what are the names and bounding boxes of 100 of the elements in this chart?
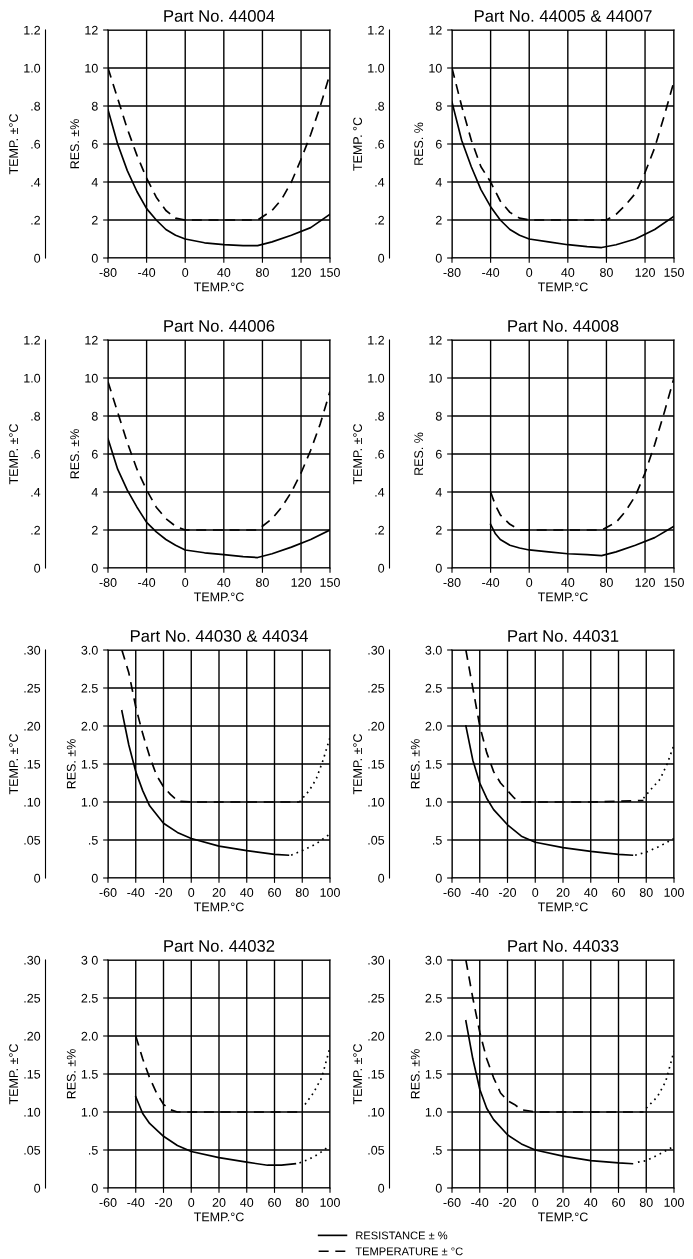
y-tick-label: 4 bbox=[91, 177, 98, 187]
y-tick-label: 0 bbox=[91, 253, 98, 263]
y-tick-label: 0 bbox=[435, 873, 442, 883]
x-tick-label: -40 bbox=[471, 1198, 489, 1207]
y-tick-label: 12 bbox=[85, 25, 98, 35]
y2-axis-title: TEMP. ±°C bbox=[353, 734, 363, 795]
x-tick-label: 40 bbox=[217, 578, 231, 587]
y-tick-label: 4 bbox=[91, 487, 98, 497]
x-tick-label: 120 bbox=[635, 578, 655, 587]
y-tick-label: 0 bbox=[435, 563, 442, 573]
x-tick-label: 60 bbox=[268, 888, 281, 897]
y2-tick-label: .30 bbox=[368, 645, 385, 655]
y-tick-label: 8 bbox=[435, 411, 442, 421]
x-tick-label: 0 bbox=[532, 1198, 539, 1207]
y2-tick-label: .25 bbox=[24, 683, 41, 693]
y-tick-label: 2 bbox=[91, 215, 98, 225]
y2-tick-label: .6 bbox=[31, 139, 41, 149]
y2-tick-label: 1.2 bbox=[24, 335, 41, 345]
y-tick-label: 3.0 bbox=[425, 645, 442, 655]
y-tick-label: 0 bbox=[435, 1183, 442, 1193]
y-tick-label: .5 bbox=[88, 835, 98, 845]
y-axis-title: RES. ±% bbox=[66, 1049, 76, 1099]
x-tick-label: -20 bbox=[155, 1198, 173, 1207]
y2-tick-label: .6 bbox=[375, 139, 385, 149]
y-tick-label: 2.5 bbox=[425, 993, 442, 1003]
y2-tick-label: 1.0 bbox=[368, 373, 385, 383]
y-tick-label: 6 bbox=[435, 449, 442, 459]
y-tick-label: 12 bbox=[429, 25, 442, 35]
y-tick-label: 6 bbox=[435, 139, 442, 149]
x-tick-label: 150 bbox=[320, 578, 340, 587]
y-axis-title: RES. ±% bbox=[70, 429, 80, 479]
y-tick-label: 10 bbox=[429, 63, 442, 73]
y2-tick-label: .25 bbox=[368, 993, 385, 1003]
legend-label: TEMPERATURE ± °C bbox=[355, 1247, 463, 1256]
y2-tick-label: 0 bbox=[34, 873, 41, 883]
x-tick-label: -40 bbox=[482, 578, 500, 587]
x-tick-label: 120 bbox=[635, 268, 655, 277]
y-tick-label: 8 bbox=[91, 411, 98, 421]
x-tick-label: -60 bbox=[99, 888, 117, 897]
x-tick-label: 80 bbox=[639, 888, 653, 897]
y2-tick-label: .8 bbox=[31, 411, 41, 421]
y2-tick-label: .15 bbox=[368, 1069, 385, 1079]
y-tick-label: 6 bbox=[91, 449, 98, 459]
y-tick-label: 12 bbox=[85, 335, 98, 345]
y2-tick-label: .30 bbox=[24, 645, 41, 655]
x-tick-label: 120 bbox=[291, 268, 311, 277]
y-tick-label: 2 bbox=[435, 525, 442, 535]
x-tick-label: 40 bbox=[240, 888, 254, 897]
y-tick-label: .5 bbox=[432, 835, 442, 845]
y-axis-title: RES. % bbox=[414, 432, 424, 475]
y2-tick-label: .6 bbox=[375, 449, 385, 459]
x-axis-title: TEMP.°C bbox=[537, 1212, 588, 1222]
x-tick-label: 100 bbox=[664, 1198, 684, 1207]
y2-tick-label: .4 bbox=[375, 487, 385, 497]
y-tick-label: 1.0 bbox=[81, 1107, 98, 1117]
x-tick-label: 80 bbox=[600, 268, 613, 277]
y-tick-label: 0 bbox=[91, 563, 98, 573]
y2-tick-label: .25 bbox=[368, 683, 385, 693]
y-tick-label: 1.5 bbox=[425, 1069, 442, 1079]
y-tick-label: 2.0 bbox=[81, 721, 98, 731]
x-tick-label: -80 bbox=[99, 268, 117, 277]
x-tick-label: 0 bbox=[188, 888, 195, 897]
y2-tick-label: .10 bbox=[24, 797, 41, 807]
y2-axis-title: TEMP. ±°C bbox=[9, 114, 19, 175]
y-tick-label: .5 bbox=[432, 1145, 442, 1155]
y2-tick-label: 0 bbox=[378, 563, 385, 573]
chart-title: Part No. 44006 bbox=[164, 320, 275, 332]
y2-tick-label: .05 bbox=[368, 1145, 385, 1155]
y2-tick-label: .10 bbox=[368, 797, 385, 807]
y2-tick-label: .05 bbox=[368, 835, 385, 845]
chart-title: Part No. 44032 bbox=[164, 940, 275, 952]
x-tick-label: -60 bbox=[443, 888, 461, 897]
x-tick-label: 0 bbox=[532, 888, 539, 897]
x-axis-title: TEMP.°C bbox=[537, 902, 588, 912]
y-tick-label: 1.0 bbox=[81, 797, 98, 807]
y-tick-label: .5 bbox=[88, 1145, 98, 1155]
x-tick-label: 0 bbox=[188, 1198, 195, 1207]
x-tick-label: -40 bbox=[482, 268, 500, 277]
y2-tick-label: .10 bbox=[368, 1107, 385, 1117]
y2-axis-title: TEMP. ±°C bbox=[353, 1044, 363, 1105]
y-axis-title: RES. ±% bbox=[70, 119, 80, 169]
y2-tick-label: .2 bbox=[375, 525, 385, 535]
y2-axis-title: TEMP. °C bbox=[353, 117, 363, 171]
y-tick-label: 10 bbox=[85, 373, 98, 383]
x-tick-label: 60 bbox=[268, 1198, 281, 1207]
y2-axis-title: TEMP. ±°C bbox=[9, 1044, 19, 1105]
y-tick-label: 2.5 bbox=[81, 683, 98, 693]
y2-tick-label: .2 bbox=[375, 215, 385, 225]
x-tick-label: 150 bbox=[664, 578, 684, 587]
x-tick-label: 20 bbox=[556, 1198, 570, 1207]
y2-tick-label: 0 bbox=[378, 873, 385, 883]
x-tick-label: 60 bbox=[612, 1198, 625, 1207]
y-tick-label: 4 bbox=[435, 487, 442, 497]
x-tick-label: 100 bbox=[320, 1198, 340, 1207]
chart-title: Part No. 44008 bbox=[508, 320, 619, 332]
x-tick-label: -80 bbox=[443, 268, 461, 277]
y-tick-label: 10 bbox=[85, 63, 98, 73]
y2-tick-label: .8 bbox=[31, 101, 41, 111]
y-tick-label: 2.5 bbox=[425, 683, 442, 693]
y2-tick-label: .2 bbox=[31, 215, 41, 225]
